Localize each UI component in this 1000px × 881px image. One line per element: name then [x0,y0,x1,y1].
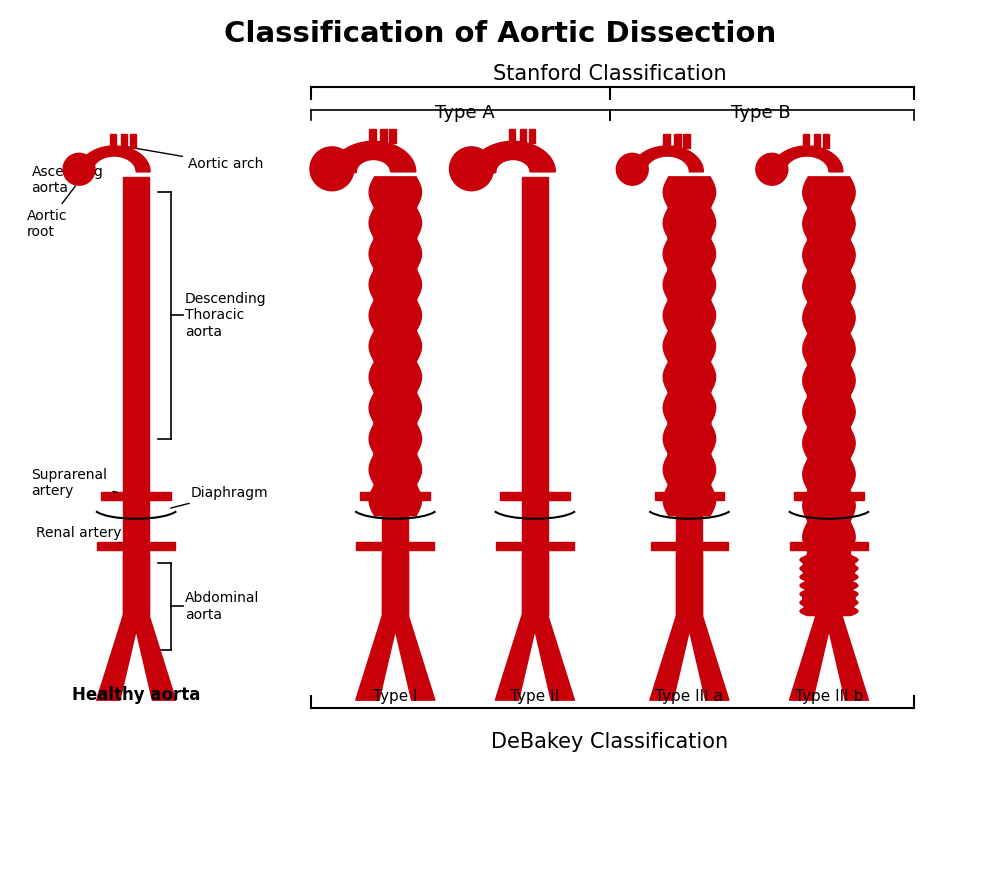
Text: Ascending
aorta: Ascending aorta [31,165,103,195]
Bar [408,542,434,550]
Polygon shape [773,161,785,179]
Bar [663,134,670,148]
Circle shape [63,153,95,185]
Bar [123,177,149,616]
Bar [500,492,522,500]
Polygon shape [803,177,855,616]
Bar [674,134,681,148]
Bar [651,542,676,550]
Text: Aortic
root: Aortic root [26,186,75,239]
Text: Suprarenal
artery: Suprarenal artery [31,468,117,498]
Text: Stanford Classification: Stanford Classification [493,64,726,85]
Polygon shape [789,616,869,700]
Bar [794,492,816,500]
Circle shape [756,153,788,185]
Bar [823,134,829,148]
Bar [702,492,724,500]
Bar [520,130,526,144]
Polygon shape [495,616,574,700]
Bar [683,134,690,148]
Text: Diaphragm: Diaphragm [171,485,269,508]
Bar [360,492,382,500]
Bar [382,553,408,616]
Bar [548,492,570,500]
Bar [389,130,396,144]
Bar [123,553,149,616]
Circle shape [310,147,354,190]
Polygon shape [356,616,435,700]
Bar [548,542,574,550]
Polygon shape [80,161,92,179]
Text: DeBakey Classification: DeBakey Classification [491,732,728,752]
Bar [842,492,864,500]
Bar [814,134,820,148]
Circle shape [450,147,493,190]
Bar [676,553,702,616]
Text: Type III b: Type III b [795,689,863,704]
Polygon shape [97,616,176,700]
Polygon shape [663,177,716,515]
Bar [380,130,387,144]
Text: Aortic arch: Aortic arch [125,146,263,171]
Bar [522,177,548,616]
Polygon shape [78,146,150,174]
Bar [369,130,376,144]
Bar [149,542,175,550]
Bar [702,542,728,550]
Text: Abdominal
aorta: Abdominal aorta [185,591,259,622]
Bar [121,134,127,148]
Polygon shape [771,146,843,174]
Bar [676,515,702,616]
Bar [529,130,535,144]
Bar [803,134,809,148]
Polygon shape [473,158,495,182]
Polygon shape [634,161,645,179]
Circle shape [616,153,648,185]
Text: Type III a: Type III a [655,689,723,704]
Text: Descending
Thoracic
aorta: Descending Thoracic aorta [185,292,267,338]
Text: Healthy aorta: Healthy aorta [72,686,200,704]
Bar [356,542,382,550]
Bar [97,542,123,550]
Polygon shape [650,616,729,700]
Bar [522,553,548,616]
Polygon shape [331,141,416,174]
Text: Type II: Type II [510,689,559,704]
Bar [408,492,430,500]
Polygon shape [333,158,355,182]
Bar [110,134,116,148]
Bar [790,542,816,550]
Text: Classification of Aortic Dissection: Classification of Aortic Dissection [224,20,776,48]
Text: Type A: Type A [435,104,495,122]
Bar [842,542,868,550]
Text: Type B: Type B [731,104,791,122]
Polygon shape [369,177,422,515]
Bar [509,130,515,144]
Polygon shape [471,141,555,174]
Bar [382,515,408,616]
Bar [496,542,522,550]
Text: Renal artery: Renal artery [36,526,122,543]
Polygon shape [800,556,858,616]
Bar [130,134,136,148]
Text: Type I: Type I [373,689,418,704]
Bar [655,492,676,500]
Polygon shape [632,146,703,174]
Bar [149,492,171,500]
Bar [101,492,123,500]
